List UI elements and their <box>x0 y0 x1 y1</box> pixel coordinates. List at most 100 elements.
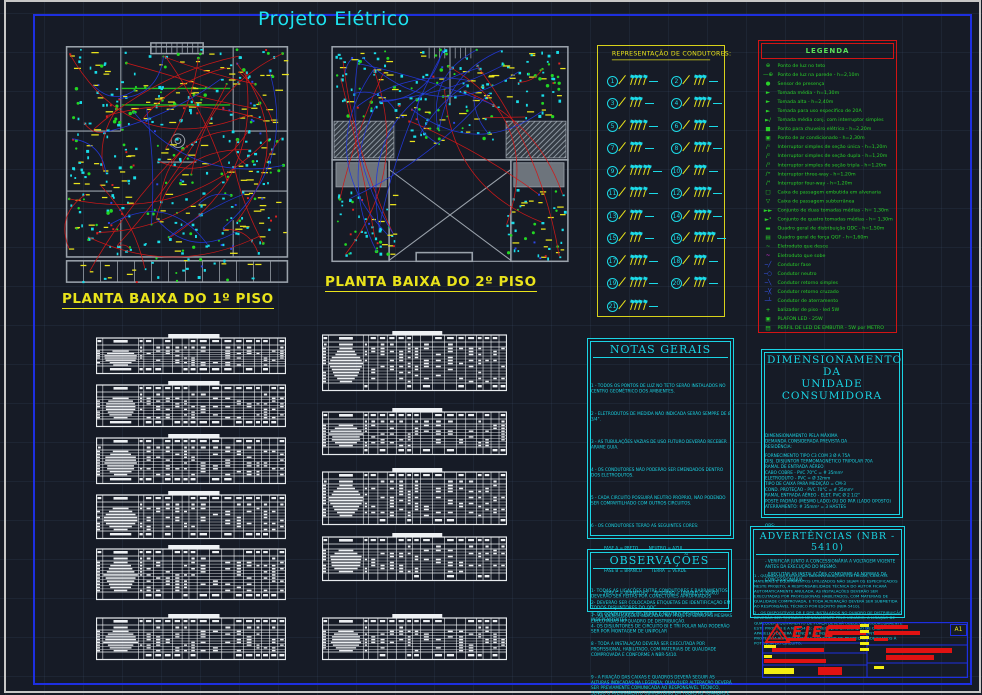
legend-symbol-icon: ⊕ <box>765 62 771 69</box>
legend-symbol-icon: ►⁴ <box>764 215 772 223</box>
circuit-number-badge: 17 <box>607 255 618 267</box>
legend-item: /² Interruptor simples de seção dupla - … <box>762 151 899 160</box>
legend-item: ─╲ Condutor retorno simples <box>762 278 899 287</box>
circuit-number-badge: 16 <box>670 233 682 245</box>
title-block-canvas <box>761 621 969 679</box>
circuit-number-badge: 14 <box>670 210 682 222</box>
sizing-line: FORNECIMENTO TIPO C3 COM 3 Ø A 75A <box>765 453 851 459</box>
legend-symbol-icon: □ <box>765 188 771 196</box>
conductor-ticks-icon <box>693 235 714 243</box>
conductor-ticks-icon <box>630 122 646 130</box>
legend-symbol-icon: /¹ <box>765 143 771 150</box>
conductor-ticks-icon <box>630 77 646 85</box>
conductor-row: 12 <box>662 183 726 206</box>
legend-item-label: Ponto de luz no teto <box>777 62 826 69</box>
legend-item-label: Eletroduto que desce <box>777 243 829 250</box>
sizing-line: ATERRAMENTO: # 35mm² = 3 HASTES <box>765 504 846 510</box>
circuit-load-table <box>96 545 286 601</box>
legend-symbol-icon: ~ <box>765 242 771 250</box>
legend-item-label: Interruptor four-way - h=1,20m <box>777 180 853 186</box>
note-line: 9 - A FIXAÇÃO DAS CAIXAS E QUADROS DEVER… <box>591 674 732 695</box>
conductor-slash-icon <box>618 232 631 246</box>
conductor-slash-icon <box>618 209 631 223</box>
circuit-load-table <box>96 334 286 375</box>
sizing-title-line1: DIMENSIONAMENTO DA <box>767 354 903 379</box>
warnings-panel: ADVERTÊNCIAS (NBR - 5410) 1 - QUANDO DA … <box>750 526 905 646</box>
legend-symbol-icon: ▤ <box>765 233 771 241</box>
conductor-row: 8 <box>662 138 726 161</box>
legend-title: LEGENDA <box>761 43 894 59</box>
note-line: 3 - AS TUBULAÇÕES VAZIAS DE USO FUTURO D… <box>591 438 729 450</box>
sizing-line: POSTE PADRÃO (MESMO LADO) OU DO PAR (LAD… <box>765 498 892 504</box>
sizing-line: COND. PROTEÇÃO - PVC 70°C = # 35mm² <box>765 487 854 493</box>
legend-item-label: Interruptor simples de seção dupla - h=1… <box>777 153 888 159</box>
conductor-row: 5 <box>598 115 662 138</box>
legend-item-label: Tomada média - h=1,30m <box>777 89 840 96</box>
conductor-line-icon <box>712 215 722 217</box>
legend-symbol-icon: ─○ <box>763 270 773 277</box>
circuit-load-table <box>322 408 507 456</box>
legend-symbol-icon: ▬ <box>765 224 771 232</box>
note-line: FASE A = PRETO NEUTRO = AZUL <box>604 545 684 551</box>
legend-item-label: Ponto para chuveiro elétrico - h=2,20m <box>777 126 872 132</box>
conductor-line-icon <box>712 103 722 105</box>
circuit-load-table <box>96 434 286 485</box>
note-line: 1 - TODOS OS PONTOS DE LUZ NO TETO SERÃO… <box>591 383 727 394</box>
legend-symbol-icon: ▽ <box>765 197 771 205</box>
conductor-row: 9 <box>598 160 662 183</box>
circuit-load-table <box>96 491 286 540</box>
conductor-ticks-icon <box>630 302 646 310</box>
legend-item-label: Interruptor simples de seção única - h=1… <box>777 144 888 150</box>
legend-item-label: Conjunto de quatro tomadas médias - h= 1… <box>777 216 893 223</box>
floor-plan-drawing[interactable] <box>62 40 292 286</box>
legend-item: /⁴ Interruptor four-way - h=1,20m <box>762 179 899 188</box>
legend-item-label: Caixa de passagem subterrânea <box>777 198 855 204</box>
circuit-number-badge: 20 <box>670 278 682 290</box>
legend-item: ▬ Quadro geral de distribuição QDC - h=1… <box>762 224 899 233</box>
conductor-row: 21 <box>598 295 662 318</box>
conductor-slash-icon <box>682 97 695 111</box>
sizing-line: RAMAL DE ENTRADA AÉREO <box>765 464 824 470</box>
note-line: 2 - ELETRODUTOS DE MEDIDA NÃO INDICADA S… <box>591 411 733 422</box>
conductor-line-icon <box>648 260 658 262</box>
legend-symbol-icon: ►► <box>763 206 773 214</box>
conductor-line-icon <box>648 305 658 307</box>
circuit-number-badge: 3 <box>607 98 618 110</box>
conductor-line-icon <box>648 283 658 285</box>
sheet-border <box>33 14 972 685</box>
conductor-ticks-icon <box>693 100 710 108</box>
floor-plan-drawing[interactable] <box>327 40 573 270</box>
conductor-slash-icon <box>682 74 695 88</box>
company-logo-text: EJEL <box>792 623 836 641</box>
circuit-number-badge: 13 <box>607 210 618 222</box>
sizing-obs-line: - EXECUTAR AS INSTALAÇÕES CONFORME AS NO… <box>765 571 888 583</box>
legend-item: —⊕ Ponto de luz na parede - h=2,10m <box>762 70 899 79</box>
paper-edge <box>4 0 981 693</box>
title-block: EJEL A1 <box>761 621 969 679</box>
legend-symbol-icon: /ʷ <box>765 170 771 178</box>
conductor-ticks-icon <box>693 122 706 130</box>
observation-item: 3- OS CONDUTORES DE TERRA E NEUTRO DEVER… <box>591 612 715 623</box>
legend-symbol-icon: ─┴ <box>764 297 772 304</box>
circuit-number-badge: 11 <box>607 188 618 200</box>
conductor-ticks-icon <box>693 167 706 175</box>
sizing-line: DIMENSIONAMENTO PELA MÁXIMA <box>765 433 838 439</box>
legend-item: ► Tomada para uso específico de 20A <box>762 106 899 115</box>
legend-item: ▽ Caixa de passagem subterrânea <box>762 197 899 206</box>
floor-plan-2-canvas[interactable] <box>327 40 573 270</box>
legend-item-label: balizador de piso - led 5W <box>777 307 840 313</box>
legend-item-label: Condutor retorno cruzado <box>777 288 839 295</box>
legend-item-label: Ponto de luz na parede - h=2,10m <box>777 71 860 78</box>
circuit-number-badge: 18 <box>670 255 682 267</box>
conductor-ticks-icon <box>630 235 642 243</box>
legend-item: ▤ Quadro geral de força QGF - h=1,60m <box>762 233 899 242</box>
legend-symbol-icon: ► <box>765 107 771 114</box>
conductor-line-icon <box>708 125 718 127</box>
conductor-ticks-icon <box>693 257 706 265</box>
legend-item-label: PERFIL DE LED DE EMBUTIR - 5W por METRO <box>777 325 884 331</box>
sizing-line: DEMANDA CONSIDERADA PREVISTA DA <box>765 438 848 444</box>
floor-plan-1-canvas[interactable] <box>62 40 292 286</box>
legend-symbol-icon: /³ <box>765 161 771 169</box>
conductor-slash-icon <box>682 164 695 178</box>
legend-item: □ Caixa de passagem embutida em alvenari… <box>762 188 899 197</box>
